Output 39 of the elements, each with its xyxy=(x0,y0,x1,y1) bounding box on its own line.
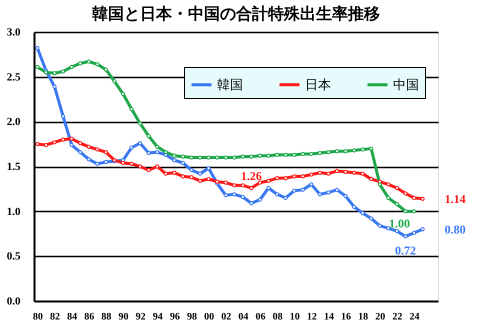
x-tick-label: 12 xyxy=(306,312,317,322)
x-tick-label: 22 xyxy=(392,312,402,322)
x-tick-label: 06 xyxy=(255,312,266,322)
x-tick-label: 80 xyxy=(32,312,43,322)
x-tick-label: 82 xyxy=(50,312,60,322)
chart-title: 韓国と日本・中国の合計特殊出生率推移 xyxy=(92,4,380,23)
y-tick-label: 0.0 xyxy=(6,296,21,308)
x-tick-label: 94 xyxy=(152,312,163,322)
annotation: 1.26 xyxy=(240,169,262,184)
x-tick-label: 02 xyxy=(221,312,232,322)
annotation: 0.72 xyxy=(394,243,416,258)
legend-label: 韓国 xyxy=(217,76,243,92)
x-tick-label: 98 xyxy=(186,312,197,322)
x-tick-label: 16 xyxy=(341,312,352,322)
legend-label: 中国 xyxy=(393,76,419,92)
y-tick-label: 3.0 xyxy=(6,26,21,38)
x-tick-label: 10 xyxy=(290,312,300,322)
x-tick-label: 90 xyxy=(118,312,129,322)
x-tick-label: 96 xyxy=(170,312,180,322)
y-tick-label: 1.5 xyxy=(6,161,21,173)
annotation: 1.14 xyxy=(444,192,466,206)
y-tick-label: 2.5 xyxy=(6,71,21,84)
y-tick-label: 1.0 xyxy=(6,206,21,218)
x-tick-label: 92 xyxy=(136,312,146,322)
annotation: 1.00 xyxy=(388,216,410,230)
annotation: 0.80 xyxy=(444,222,466,236)
x-tick-label: 86 xyxy=(84,312,94,322)
x-tick-label: 08 xyxy=(272,312,283,322)
x-tick-label: 84 xyxy=(67,312,78,322)
x-tick-label: 04 xyxy=(238,312,248,322)
x-tick-label: 24 xyxy=(410,312,420,322)
y-tick-label: 2.0 xyxy=(6,116,21,128)
x-tick-label: 20 xyxy=(375,312,386,322)
x-tick-label: 14 xyxy=(324,312,334,322)
legend-label: 日本 xyxy=(305,76,331,92)
y-tick-label: 0.5 xyxy=(6,250,21,263)
x-tick-label: 00 xyxy=(204,312,214,322)
x-tick-label: 88 xyxy=(101,312,112,322)
x-tick-label: 18 xyxy=(358,312,368,322)
